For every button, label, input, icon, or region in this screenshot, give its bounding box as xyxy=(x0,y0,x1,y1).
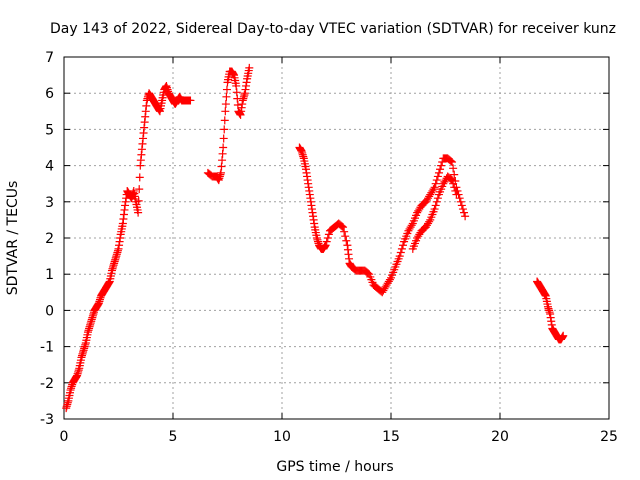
x-tick-labels: 0 5 10 15 20 25 xyxy=(60,429,618,445)
y-tick-label: 7 xyxy=(45,50,54,66)
data-point xyxy=(450,170,459,179)
x-tick-label: 15 xyxy=(382,429,400,445)
x-tick-label: 25 xyxy=(600,429,618,445)
data-point xyxy=(396,248,405,257)
data-point xyxy=(559,331,568,340)
data-point xyxy=(431,179,440,188)
y-tick-label: 6 xyxy=(45,86,54,102)
y-tick-label: 2 xyxy=(45,231,54,247)
data-point xyxy=(446,157,455,166)
data-point xyxy=(430,205,439,214)
data-point xyxy=(398,241,407,250)
chart-title: Day 143 of 2022, Sidereal Day-to-day VTE… xyxy=(50,21,616,37)
data-point xyxy=(342,236,351,245)
data-point xyxy=(324,230,333,239)
data-point xyxy=(451,186,460,195)
data-point xyxy=(449,179,458,188)
y-tick-label: 5 xyxy=(45,122,54,138)
y-tick-label: -1 xyxy=(40,340,54,356)
data-point xyxy=(337,222,346,231)
data-point xyxy=(339,223,348,232)
data-point xyxy=(448,157,457,166)
y-tick-label: -2 xyxy=(40,376,54,392)
data-point xyxy=(321,241,330,250)
y-tick-label: 3 xyxy=(45,195,54,211)
data-points xyxy=(62,63,568,413)
data-point xyxy=(433,172,442,181)
grid-lines xyxy=(64,57,609,419)
y-tick-label: 0 xyxy=(45,303,54,319)
data-point xyxy=(448,176,457,185)
y-tick-label: 1 xyxy=(45,267,54,283)
data-point xyxy=(430,183,439,192)
data-point xyxy=(397,244,406,253)
data-point xyxy=(449,164,458,173)
data-point xyxy=(340,227,349,236)
data-point xyxy=(456,197,465,206)
data-point xyxy=(134,208,143,217)
data-point xyxy=(186,96,195,105)
data-point xyxy=(461,212,470,221)
data-point xyxy=(245,63,254,72)
data-point xyxy=(425,217,434,226)
data-point xyxy=(219,134,228,143)
data-point xyxy=(341,232,350,241)
data-point xyxy=(458,205,467,214)
data-point xyxy=(220,116,229,125)
data-point xyxy=(446,175,455,184)
data-point xyxy=(460,208,469,217)
data-point xyxy=(436,165,445,174)
data-point xyxy=(452,190,461,199)
data-point xyxy=(385,275,394,284)
data-point xyxy=(455,194,464,203)
x-axis-label: GPS time / hours xyxy=(276,459,393,475)
data-point xyxy=(134,196,143,205)
x-tick-label: 10 xyxy=(273,429,291,445)
data-point xyxy=(432,176,441,185)
x-tick-label: 5 xyxy=(169,429,178,445)
data-point xyxy=(431,201,440,210)
data-point xyxy=(135,173,144,182)
data-point xyxy=(135,185,144,194)
data-point xyxy=(432,197,441,206)
data-point xyxy=(220,125,229,134)
x-tick-label: 20 xyxy=(491,429,509,445)
data-point xyxy=(222,85,231,94)
x-tick-label: 0 xyxy=(60,429,69,445)
data-point xyxy=(429,185,438,194)
y-axis-label: SDTVAR / TECUs xyxy=(5,181,21,296)
data-point xyxy=(395,252,404,261)
data-point xyxy=(323,234,332,242)
data-point xyxy=(219,143,228,152)
y-tick-label: -3 xyxy=(40,412,54,428)
data-point xyxy=(433,194,442,203)
data-point xyxy=(222,92,231,101)
data-point xyxy=(221,107,230,116)
data-point xyxy=(434,168,443,177)
data-point xyxy=(437,161,446,170)
data-point xyxy=(450,183,459,192)
data-point xyxy=(457,201,466,210)
data-point xyxy=(221,100,230,109)
data-point xyxy=(322,237,331,246)
y-tick-label: 4 xyxy=(45,159,54,175)
y-tick-labels: -3 -2 -1 0 1 2 3 4 5 6 7 xyxy=(40,50,54,428)
data-point xyxy=(407,221,416,230)
plot-frame xyxy=(63,56,610,420)
